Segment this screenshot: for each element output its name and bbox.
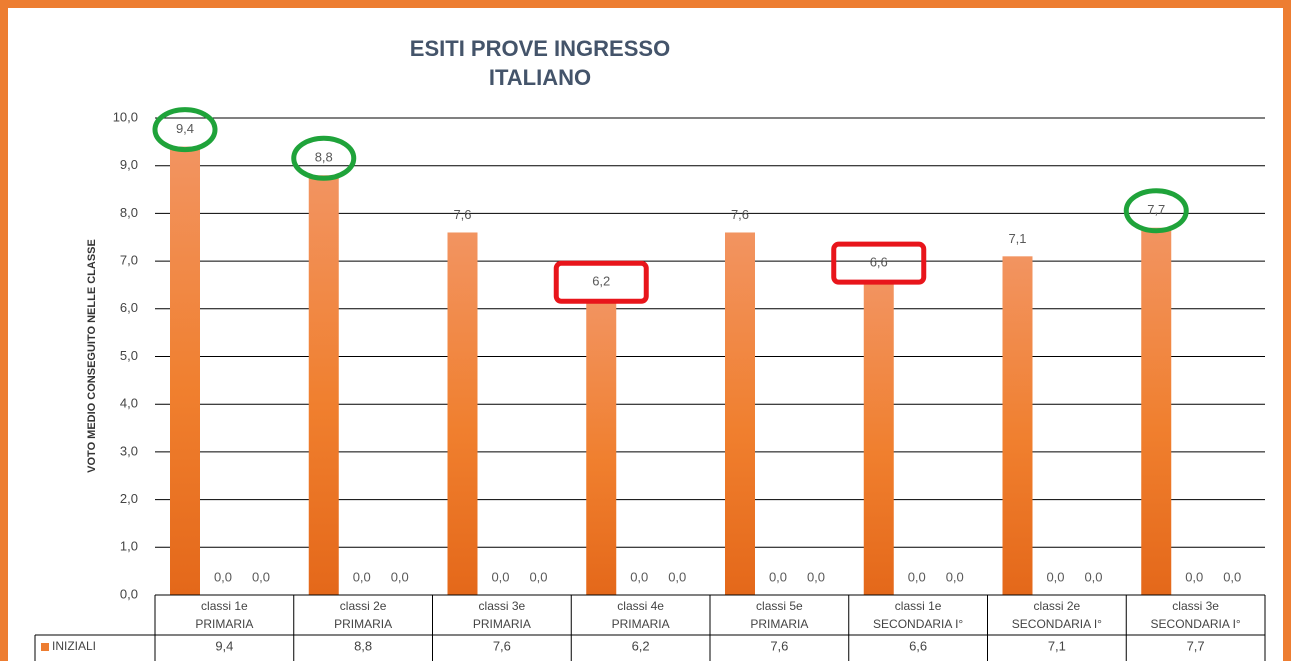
bar [863,280,894,595]
y-tick-label: 10,0 [113,109,138,124]
data-label: 0,0 [908,569,926,584]
data-label: 0,0 [807,569,825,584]
data-label: 6,6 [870,255,888,270]
bar [308,175,339,596]
y-tick-label: 9,0 [120,157,138,172]
x-tick-label: classi 4e [617,599,664,613]
data-label: 0,0 [391,569,409,584]
legend-label: INIZIALI [52,639,96,653]
x-tick-label: classi 3e [479,599,526,613]
data-label: 7,7 [1147,202,1165,217]
data-label: 0,0 [1185,569,1203,584]
y-tick-label: 8,0 [120,205,138,220]
highlight-rect [553,260,649,304]
table-value: 6,6 [909,638,927,653]
chart-title: ITALIANO [489,65,591,90]
highlight-rect [831,241,927,285]
data-label: 0,0 [353,569,371,584]
data-label: 8,8 [315,150,333,165]
table-value: 9,4 [215,638,233,653]
y-tick-label: 2,0 [120,491,138,506]
data-label: 0,0 [1046,569,1064,584]
data-label: 9,4 [176,121,194,136]
data-label: 6,2 [592,274,610,289]
x-tick-label: classi 2e [1034,599,1081,613]
data-label: 0,0 [214,569,232,584]
data-label: 0,0 [668,569,686,584]
bar [725,232,755,596]
x-tick-label: classi 2e [340,599,387,613]
chart-title: ESITI PROVE INGRESSO [410,36,670,61]
table-value: 7,6 [493,638,511,653]
x-tick-label: PRIMARIA [750,617,808,631]
highlight-ellipse [1123,188,1189,234]
data-label: 7,6 [731,207,749,222]
x-tick-label: PRIMARIA [612,617,670,631]
bar [586,299,617,595]
x-tick-label: PRIMARIA [473,617,531,631]
table-value: 7,1 [1048,638,1066,653]
data-label: 7,6 [453,207,471,222]
table-value: 7,6 [770,638,788,653]
x-tick-label: PRIMARIA [195,617,253,631]
x-tick-label: SECONDARIA I° [1012,617,1102,631]
table-value: 7,7 [1187,638,1205,653]
x-tick-label: classi 1e [895,599,942,613]
table-value: 6,2 [632,638,650,653]
bar [1141,227,1172,595]
x-tick-label: SECONDARIA I° [873,617,963,631]
data-label: 7,1 [1008,231,1026,246]
data-label: 0,0 [529,569,547,584]
data-label: 0,0 [252,569,270,584]
data-label: 0,0 [630,569,648,584]
data-label: 0,0 [946,569,964,584]
y-axis-label: VOTO MEDIO CONSEGUITO NELLE CLASSE [86,239,98,473]
x-tick-label: classi 5e [756,599,803,613]
y-tick-label: 7,0 [120,253,138,268]
highlight-ellipse [291,135,357,181]
y-tick-label: 4,0 [120,396,138,411]
y-tick-label: 3,0 [120,443,138,458]
highlight-ellipse [152,107,218,153]
bar [1002,256,1033,595]
x-tick-label: classi 1e [201,599,248,613]
legend-swatch [41,643,49,651]
table-value: 8,8 [354,638,372,653]
data-label: 0,0 [769,569,787,584]
x-tick-label: SECONDARIA I° [1151,617,1241,631]
data-label: 0,0 [1223,569,1241,584]
y-tick-label: 5,0 [120,348,138,363]
data-label: 0,0 [1084,569,1102,584]
bar [447,232,478,596]
data-label: 0,0 [491,569,509,584]
y-tick-label: 0,0 [120,586,138,601]
x-tick-label: PRIMARIA [334,617,392,631]
y-tick-label: 1,0 [120,539,138,554]
y-tick-label: 6,0 [120,300,138,315]
x-tick-label: classi 3e [1172,599,1219,613]
bar [170,146,200,595]
